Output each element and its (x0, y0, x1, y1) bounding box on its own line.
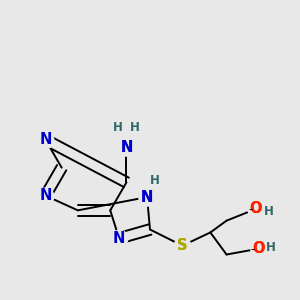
Text: -: - (251, 243, 255, 256)
Text: N: N (141, 190, 153, 205)
Text: -: - (248, 203, 252, 216)
Text: H: H (263, 205, 273, 218)
Text: O: O (253, 241, 265, 256)
Text: H: H (130, 121, 140, 134)
Text: H: H (266, 241, 276, 254)
Text: H: H (113, 121, 123, 134)
Text: N: N (113, 231, 125, 246)
Text: H: H (149, 174, 159, 188)
Text: N: N (39, 132, 52, 147)
Text: S: S (177, 238, 188, 253)
Text: N: N (141, 190, 153, 205)
Text: O: O (253, 241, 265, 256)
Text: N: N (120, 140, 133, 154)
Text: N: N (39, 188, 52, 203)
Text: O: O (250, 201, 262, 216)
Text: O: O (250, 201, 262, 216)
Text: S: S (177, 238, 188, 253)
Text: N: N (120, 140, 133, 154)
